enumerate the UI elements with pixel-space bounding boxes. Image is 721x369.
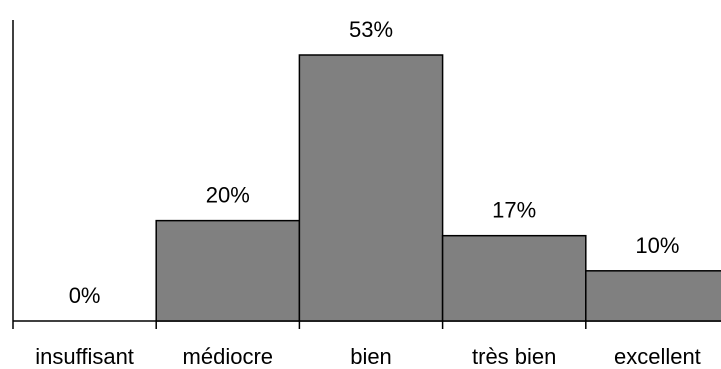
data-label-3: 17% <box>492 198 536 223</box>
x-tick-label-3: très bien <box>472 344 556 369</box>
bar-3 <box>441 234 587 322</box>
bar-series <box>155 54 721 322</box>
x-tick-label-1: médiocre <box>183 344 273 369</box>
x-tick-label-2: bien <box>350 344 392 369</box>
data-label-4: 10% <box>635 233 679 258</box>
x-axis-tick-labels: insuffisant médiocre bien très bien excellen… <box>35 344 701 369</box>
x-axis-ticks <box>12 321 587 329</box>
x-tick-label-0: insuffisant <box>35 344 134 369</box>
bar-4 <box>585 270 721 322</box>
data-label-0: 0% <box>69 283 101 308</box>
x-tick-label-4: excellent <box>614 344 701 369</box>
data-label-1: 20% <box>206 183 250 208</box>
data-labels: 0% 20% 53% 17% 10% <box>69 17 680 308</box>
bar-2 <box>298 54 444 322</box>
bar-1 <box>155 219 301 322</box>
data-label-2: 53% <box>349 17 393 42</box>
